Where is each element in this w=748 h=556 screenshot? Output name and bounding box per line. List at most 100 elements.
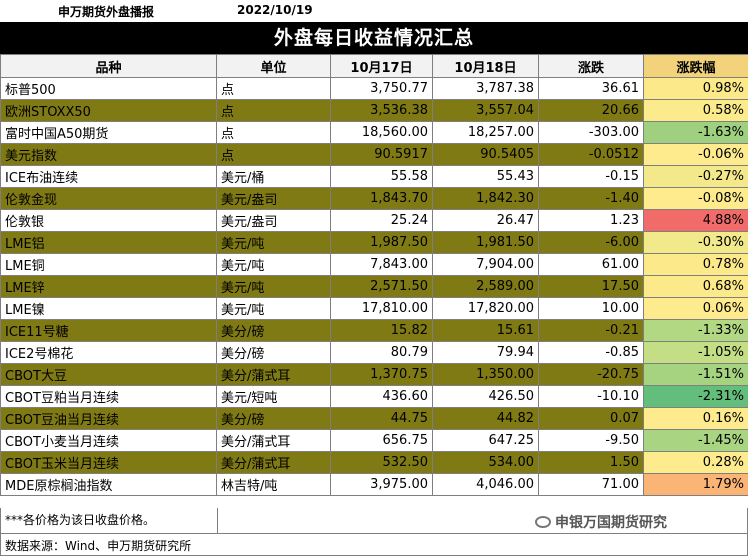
change-cell: -0.0512 xyxy=(538,143,644,166)
report-org: 申万期货外盘播报 xyxy=(58,5,155,19)
footer-note: ***各价格为该日收盘价格。 xyxy=(5,513,156,527)
oct18-close: 26.47 xyxy=(432,209,539,232)
pct-change-cell: -0.06% xyxy=(643,143,748,166)
commodity-name: LME铝 xyxy=(0,231,217,254)
unit-cell: 美分/磅 xyxy=(216,341,331,364)
change-cell: -1.40 xyxy=(538,187,644,210)
unit-cell: 美元/吨 xyxy=(216,231,331,254)
change-cell: 36.61 xyxy=(538,77,644,100)
commodity-name: MDE原棕榈油指数 xyxy=(0,473,217,496)
commodity-name: LME铜 xyxy=(0,253,217,276)
footer-divider xyxy=(217,508,218,533)
data-source: 数据来源：Wind、申万期货研究所 xyxy=(5,539,192,553)
table-header-row: 品种 单位 10月17日 10月18日 涨跌 涨跌幅 xyxy=(0,54,748,78)
table-row: ICE11号糖 美分/磅 15.82 15.61 -0.21 -1.33% xyxy=(0,319,748,342)
table-row: CBOT小麦当月连续 美分/蒲式耳 656.75 647.25 -9.50 -1.45% xyxy=(0,429,748,452)
unit-cell: 美分/蒲式耳 xyxy=(216,429,331,452)
pct-change-cell: -1.63% xyxy=(643,121,748,144)
commodity-name: ICE布油连续 xyxy=(0,165,217,188)
oct17-close: 3,536.38 xyxy=(330,99,433,122)
footer-source-row: 数据来源：Wind、申万期货研究所 xyxy=(0,534,748,556)
oct18-close: 534.00 xyxy=(432,451,539,474)
change-cell: 61.00 xyxy=(538,253,644,276)
pct-change-cell: -0.30% xyxy=(643,231,748,254)
oct18-close: 1,350.00 xyxy=(432,363,539,386)
oct18-close: 17,820.00 xyxy=(432,297,539,320)
unit-cell: 点 xyxy=(216,121,331,144)
commodity-name: LME锌 xyxy=(0,275,217,298)
change-cell: -0.85 xyxy=(538,341,644,364)
table-row: CBOT大豆 美分/蒲式耳 1,370.75 1,350.00 -20.75 -1.51% xyxy=(0,363,748,386)
oct17-close: 15.82 xyxy=(330,319,433,342)
pct-change-cell: -1.05% xyxy=(643,341,748,364)
oct17-close: 44.75 xyxy=(330,407,433,430)
oct18-close: 426.50 xyxy=(432,385,539,408)
col-header-change: 涨跌 xyxy=(538,54,644,78)
oct18-close: 647.25 xyxy=(432,429,539,452)
report-date: 2022/10/19 xyxy=(237,3,313,17)
oct17-close: 1,370.75 xyxy=(330,363,433,386)
pct-change-cell: -1.51% xyxy=(643,363,748,386)
change-cell: 1.23 xyxy=(538,209,644,232)
oct17-close: 80.79 xyxy=(330,341,433,364)
change-cell: 17.50 xyxy=(538,275,644,298)
watermark: 申银万国期货研究 xyxy=(535,512,667,532)
pct-change-cell: 4.88% xyxy=(643,209,748,232)
commodity-name: CBOT大豆 xyxy=(0,363,217,386)
commodity-name: 欧洲STOXX50 xyxy=(0,99,217,122)
unit-cell: 美元/盎司 xyxy=(216,187,331,210)
pct-change-cell: -0.08% xyxy=(643,187,748,210)
change-cell: -9.50 xyxy=(538,429,644,452)
unit-cell: 林吉特/吨 xyxy=(216,473,331,496)
oct17-close: 2,571.50 xyxy=(330,275,433,298)
unit-cell: 美元/短吨 xyxy=(216,385,331,408)
oct17-close: 17,810.00 xyxy=(330,297,433,320)
commodity-name: CBOT豆粕当月连续 xyxy=(0,385,217,408)
summary-table: 品种 单位 10月17日 10月18日 涨跌 涨跌幅 标普500 点 3,750.7… xyxy=(0,54,748,496)
pct-change-cell: 0.16% xyxy=(643,407,748,430)
table-row: MDE原棕榈油指数 林吉特/吨 3,975.00 4,046.00 71.00 1.79% xyxy=(0,473,748,496)
oct18-close: 1,842.30 xyxy=(432,187,539,210)
change-cell: -6.00 xyxy=(538,231,644,254)
table-row: 欧洲STOXX50 点 3,536.38 3,557.04 20.66 0.58% xyxy=(0,99,748,122)
oct18-close: 15.61 xyxy=(432,319,539,342)
table-row: 美元指数点 90.5917 90.5405 -0.0512 -0.06% xyxy=(0,143,748,166)
table-row: CBOT豆油当月连续 美分/磅 44.75 44.82 0.07 0.16% xyxy=(0,407,748,430)
table-row: LME镍 美元/吨 17,810.00 17,820.00 10.00 0.06% xyxy=(0,297,748,320)
oct18-close: 1,981.50 xyxy=(432,231,539,254)
unit-cell: 美分/蒲式耳 xyxy=(216,363,331,386)
table-title: 外盘每日收益情况汇总 xyxy=(0,22,748,54)
col-header-unit: 单位 xyxy=(216,54,331,78)
oct18-close: 44.82 xyxy=(432,407,539,430)
change-cell: -10.10 xyxy=(538,385,644,408)
change-cell: 0.07 xyxy=(538,407,644,430)
commodity-name: ICE11号糖 xyxy=(0,319,217,342)
oct17-close: 25.24 xyxy=(330,209,433,232)
commodity-name: 伦敦银 xyxy=(0,209,217,232)
oct17-close: 90.5917 xyxy=(330,143,433,166)
change-cell: -0.21 xyxy=(538,319,644,342)
table-row: LME锌 美元/吨 2,571.50 2,589.00 17.50 0.68% xyxy=(0,275,748,298)
top-bar: 申万期货外盘播报 2022/10/19 xyxy=(0,0,748,22)
pct-change-cell: 0.28% xyxy=(643,451,748,474)
change-cell: 1.50 xyxy=(538,451,644,474)
oct17-close: 3,750.77 xyxy=(330,77,433,100)
table-row: CBOT豆粕当月连续 美元/短吨 436.60 426.50 -10.10 -2.31% xyxy=(0,385,748,408)
unit-cell: 点 xyxy=(216,77,331,100)
oct17-close: 55.58 xyxy=(330,165,433,188)
col-header-pct-change: 涨跌幅 xyxy=(643,54,748,78)
change-cell: 71.00 xyxy=(538,473,644,496)
commodity-name: 美元指数 xyxy=(0,143,217,166)
commodity-name: CBOT豆油当月连续 xyxy=(0,407,217,430)
oct17-close: 3,975.00 xyxy=(330,473,433,496)
pct-change-cell: -0.27% xyxy=(643,165,748,188)
change-cell: 20.66 xyxy=(538,99,644,122)
table-row: 标普500 点 3,750.77 3,787.38 36.61 0.98% xyxy=(0,77,748,100)
oct17-close: 656.75 xyxy=(330,429,433,452)
wechat-icon xyxy=(535,516,551,528)
table-row: CBOT玉米当月连续 美分/蒲式耳 532.50 534.00 1.50 0.28% xyxy=(0,451,748,474)
col-header-oct17: 10月17日 xyxy=(330,54,433,78)
oct17-close: 532.50 xyxy=(330,451,433,474)
oct18-close: 18,257.00 xyxy=(432,121,539,144)
pct-change-cell: 1.79% xyxy=(643,473,748,496)
